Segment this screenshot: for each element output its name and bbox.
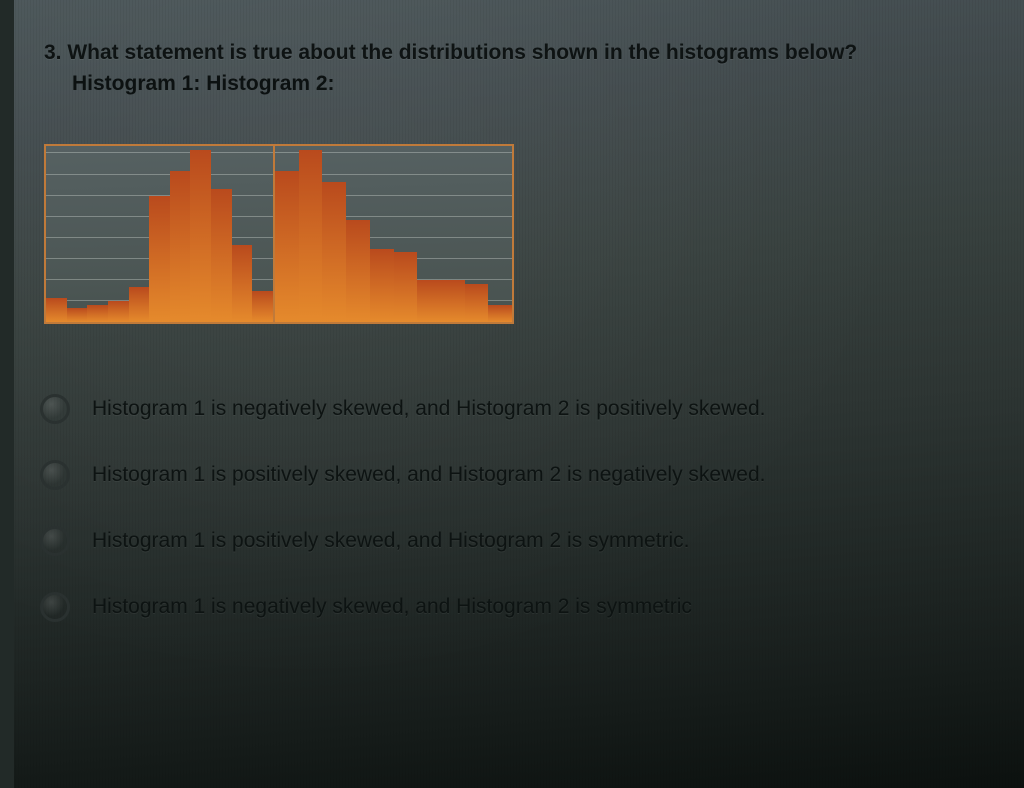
radio-icon[interactable] — [40, 526, 70, 556]
bars-2 — [275, 146, 512, 322]
question-screen: 3. What statement is true about the dist… — [0, 0, 1024, 788]
histogram-bar — [417, 280, 441, 322]
option-a[interactable]: Histogram 1 is negatively skewed, and Hi… — [40, 394, 996, 424]
histogram-bar — [370, 249, 394, 323]
option-b-text: Histogram 1 is positively skewed, and Hi… — [92, 463, 765, 487]
bars-1 — [46, 146, 273, 322]
histogram-bar — [275, 171, 299, 322]
histogram-bar — [488, 305, 512, 323]
histogram-bar — [190, 150, 211, 322]
histogram-bar — [394, 252, 418, 322]
histogram-container — [44, 144, 996, 324]
question-body: What statement is true about the distrib… — [67, 41, 857, 64]
histogram-bar — [87, 305, 108, 323]
histogram-1 — [44, 144, 274, 324]
histogram-bar — [46, 298, 67, 323]
question-subtext: Histogram 1: Histogram 2: — [72, 72, 996, 96]
histogram-bar — [252, 291, 273, 323]
histogram-bar — [322, 182, 346, 323]
radio-icon[interactable] — [40, 460, 70, 490]
histogram-bar — [299, 150, 323, 322]
option-b[interactable]: Histogram 1 is positively skewed, and Hi… — [40, 460, 996, 490]
histogram-bar — [149, 196, 170, 323]
histogram-bar — [441, 280, 465, 322]
histogram-2 — [274, 144, 514, 324]
histogram-bar — [232, 245, 253, 322]
histogram-bar — [129, 287, 150, 322]
histogram-bar — [67, 308, 88, 322]
question-number: 3. — [44, 41, 62, 64]
histogram-bar — [108, 301, 129, 322]
option-c-text: Histogram 1 is positively skewed, and Hi… — [92, 529, 690, 553]
radio-icon[interactable] — [40, 394, 70, 424]
radio-icon[interactable] — [40, 592, 70, 622]
histogram-bar — [346, 220, 370, 322]
option-d-text: Histogram 1 is negatively skewed, and Hi… — [92, 595, 692, 619]
option-c[interactable]: Histogram 1 is positively skewed, and Hi… — [40, 526, 996, 556]
answer-options: Histogram 1 is negatively skewed, and Hi… — [40, 394, 996, 622]
question-line: 3. What statement is true about the dist… — [44, 38, 996, 68]
option-d[interactable]: Histogram 1 is negatively skewed, and Hi… — [40, 592, 996, 622]
histogram-bar — [465, 284, 489, 323]
histogram-bar — [211, 189, 232, 323]
option-a-text: Histogram 1 is negatively skewed, and Hi… — [92, 397, 765, 421]
histogram-bar — [170, 171, 191, 322]
